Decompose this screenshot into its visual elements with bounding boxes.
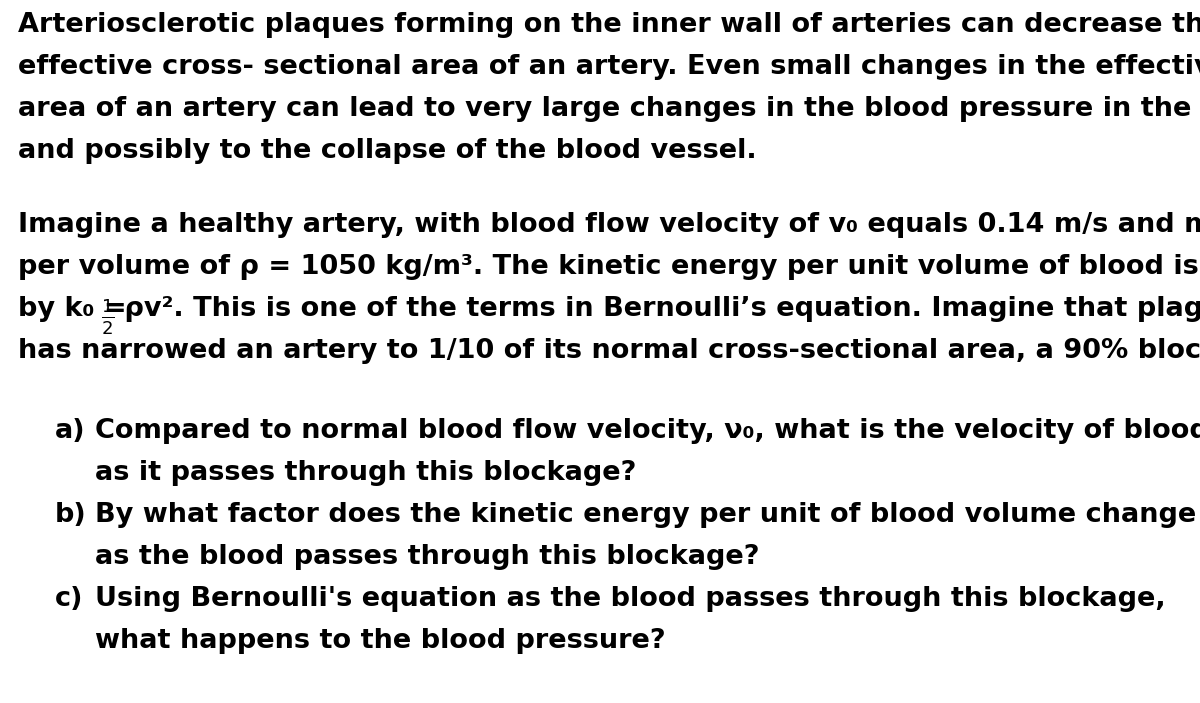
Text: b): b) — [55, 503, 86, 528]
Text: Imagine a healthy artery, with blood flow velocity of v₀ equals 0.14 m/s and mas: Imagine a healthy artery, with blood flo… — [18, 212, 1200, 238]
Text: has narrowed an artery to 1/10 of its normal cross-sectional area, a 90% blockag: has narrowed an artery to 1/10 of its no… — [18, 338, 1200, 364]
Text: a): a) — [55, 418, 85, 444]
Text: Arteriosclerotic plaques forming on the inner wall of arteries can decrease the: Arteriosclerotic plaques forming on the … — [18, 12, 1200, 38]
Text: per volume of ρ = 1050 kg/m³. The kinetic energy per unit volume of blood is giv: per volume of ρ = 1050 kg/m³. The kineti… — [18, 254, 1200, 280]
Text: what happens to the blood pressure?: what happens to the blood pressure? — [95, 628, 666, 654]
Text: effective cross- sectional area of an artery. Even small changes in the effectiv: effective cross- sectional area of an ar… — [18, 54, 1200, 80]
Text: By what factor does the kinetic energy per unit of blood volume change: By what factor does the kinetic energy p… — [95, 503, 1196, 528]
Text: c): c) — [55, 586, 84, 612]
Text: Compared to normal blood flow velocity, ν₀, what is the velocity of blood: Compared to normal blood flow velocity, … — [95, 418, 1200, 444]
Text: as the blood passes through this blockage?: as the blood passes through this blockag… — [95, 544, 760, 570]
Text: as it passes through this blockage?: as it passes through this blockage? — [95, 460, 636, 486]
Text: area of an artery can lead to very large changes in the blood pressure in the ar: area of an artery can lead to very large… — [18, 96, 1200, 122]
Text: $\mathregular{\frac{1}{2}}$: $\mathregular{\frac{1}{2}}$ — [101, 297, 115, 337]
Text: ρv². This is one of the terms in Bernoulli’s equation. Imagine that plague: ρv². This is one of the terms in Bernoul… — [115, 296, 1200, 322]
Text: by k₀ =: by k₀ = — [18, 296, 136, 322]
Text: and possibly to the collapse of the blood vessel.: and possibly to the collapse of the bloo… — [18, 138, 757, 164]
Text: Using Bernoulli's equation as the blood passes through this blockage,: Using Bernoulli's equation as the blood … — [95, 586, 1165, 612]
